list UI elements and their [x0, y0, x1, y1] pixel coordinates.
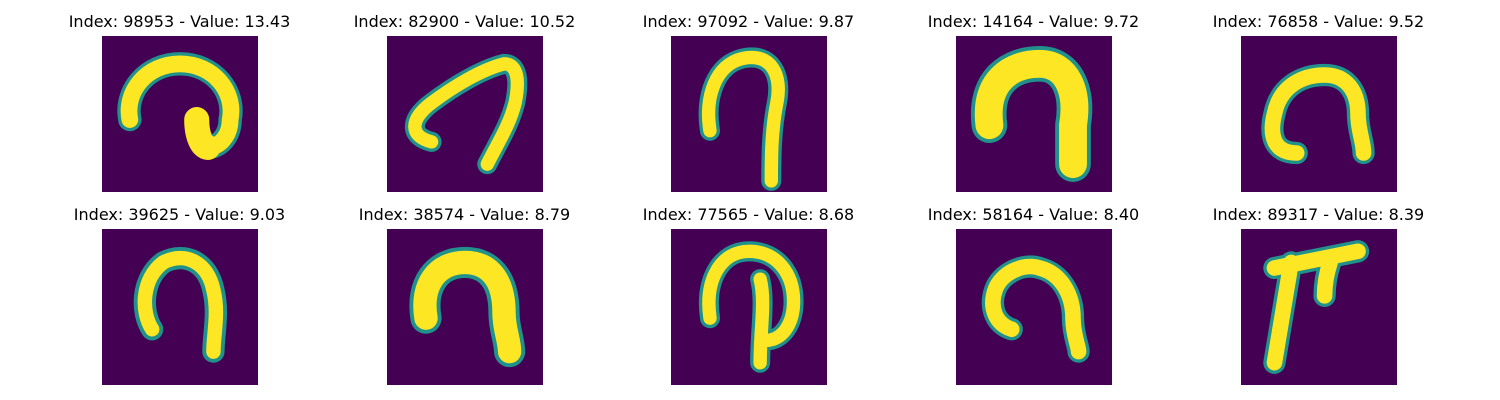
digit-image-corner-icon	[1241, 229, 1397, 385]
panel-title: Index: 82900 - Value: 10.52	[353, 12, 576, 31]
panel-title: Index: 98953 - Value: 13.43	[68, 12, 291, 31]
panel-8: Index: 77565 - Value: 8.68	[606, 193, 891, 385]
panel-5: Index: 76858 - Value: 9.52	[1176, 0, 1461, 192]
digit-image-arch-icon	[102, 229, 258, 385]
digit-image-arch-icon	[956, 36, 1112, 192]
panel-3: Index: 97092 - Value: 9.87	[606, 0, 891, 192]
digit-image-hook-icon	[102, 36, 258, 192]
panel-7: Index: 38574 - Value: 8.79	[322, 193, 607, 385]
digit-image-loop-icon	[671, 229, 827, 385]
panel-title: Index: 76858 - Value: 9.52	[1212, 12, 1425, 31]
panel-6: Index: 39625 - Value: 9.03	[37, 193, 322, 385]
digit-image-arch-icon	[387, 229, 543, 385]
panel-10: Index: 89317 - Value: 8.39	[1176, 193, 1461, 385]
digit-image-hook-icon	[671, 36, 827, 192]
panel-4: Index: 14164 - Value: 9.72	[891, 0, 1176, 192]
panel-title: Index: 58164 - Value: 8.40	[927, 205, 1140, 224]
panel-2: Index: 82900 - Value: 10.52	[322, 0, 607, 192]
digit-image-arch-icon	[1241, 36, 1397, 192]
panel-1: Index: 98953 - Value: 13.43	[37, 0, 322, 192]
digit-image-arch-icon	[956, 229, 1112, 385]
panel-title: Index: 14164 - Value: 9.72	[927, 12, 1140, 31]
panel-title: Index: 38574 - Value: 8.79	[358, 205, 571, 224]
panel-title: Index: 97092 - Value: 9.87	[642, 12, 855, 31]
panel-title: Index: 77565 - Value: 8.68	[642, 205, 855, 224]
digit-image-hook-icon	[387, 36, 543, 192]
panel-title: Index: 39625 - Value: 9.03	[73, 205, 286, 224]
panel-9: Index: 58164 - Value: 8.40	[891, 193, 1176, 385]
panel-title: Index: 89317 - Value: 8.39	[1212, 205, 1425, 224]
